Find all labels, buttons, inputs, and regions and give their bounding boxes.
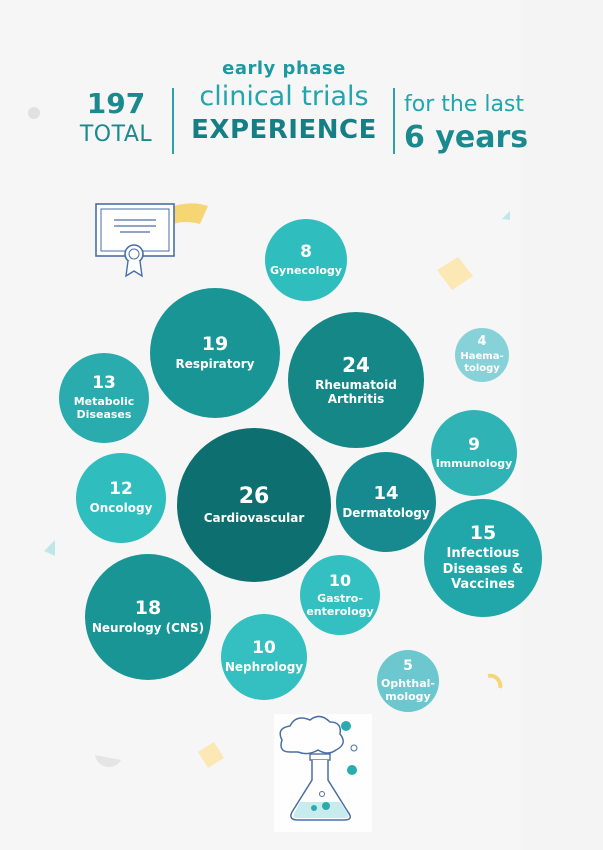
bubble-value: 19: [201, 333, 229, 356]
decor-triangle: [44, 540, 55, 556]
header-divider-left: [172, 88, 174, 154]
header-line-1: early phase: [222, 58, 346, 79]
decor-triangle: [502, 211, 510, 220]
bubble-cardiovascular: 26 Cardiovascular: [177, 428, 331, 582]
header-line-2: clinical trials: [199, 81, 369, 112]
header-divider-right: [393, 88, 395, 154]
years-line-2: 6 years: [404, 120, 529, 155]
flask-icon: [274, 714, 372, 832]
decor-square: [198, 742, 224, 768]
decor-dot: [28, 107, 40, 119]
bubble-ophthal-mology: 5 Ophthal- mology: [377, 650, 439, 712]
bubble-label: Respiratory: [175, 357, 255, 372]
bubble-value: 14: [373, 482, 399, 504]
bubble-value: 13: [92, 373, 116, 394]
years-block: for the last 6 years: [404, 90, 544, 156]
header-line-3: EXPERIENCE: [191, 115, 377, 145]
decor-square: [437, 257, 473, 290]
bubble-gastro-enterology: 10 Gastro- enterology: [300, 555, 380, 635]
bubble-label: Metabolic Diseases: [73, 395, 135, 422]
bubble-label: Gastro- enterology: [306, 591, 374, 618]
bubble-label: Cardiovascular: [203, 510, 305, 525]
header-title-block: early phase clinical trials EXPERIENCE: [180, 58, 388, 146]
bubble-haema-tology: 4 Haema- tology: [455, 328, 509, 382]
bubble-value: 10: [252, 638, 276, 659]
decor-arc: [487, 673, 503, 689]
total-label: TOTAL: [79, 122, 153, 147]
bubble-nephrology: 10 Nephrology: [221, 614, 307, 700]
bubble-value: 4: [477, 333, 487, 349]
decor-strip: [522, 0, 603, 850]
bubble-value: 12: [109, 479, 133, 500]
bubble-label: Ophthal- mology: [381, 676, 435, 703]
decor-half-circle: [95, 755, 121, 768]
bubble-label: Rheumatoid Arthritis: [315, 377, 397, 406]
bubble-respiratory: 19 Respiratory: [150, 288, 280, 418]
bubble-immunology: 9 Immunology: [431, 410, 517, 496]
total-block: 197 TOTAL: [70, 88, 162, 150]
bubble-value: 15: [469, 522, 497, 545]
bubble-value: 9: [468, 435, 480, 456]
bubble-label: Infectious Diseases & Vaccines: [442, 546, 524, 593]
years-line-1: for the last: [404, 92, 525, 117]
bubble-metabolic-diseases: 13 Metabolic Diseases: [59, 353, 149, 443]
bubble-dermatology: 14 Dermatology: [336, 452, 436, 552]
bubble-value: 8: [300, 242, 312, 263]
bubble-value: 10: [328, 571, 352, 591]
bubble-value: 26: [238, 483, 270, 509]
bubble-label: Haema- tology: [460, 351, 504, 375]
certificate-icon: [95, 203, 208, 278]
bubble-label: Oncology: [89, 501, 153, 516]
bubble-rheumatoid-arthritis: 24 Rheumatoid Arthritis: [288, 312, 424, 448]
bubble-label: Neurology (CNS): [91, 621, 205, 636]
bubble-value: 18: [134, 597, 162, 620]
total-value: 197: [86, 87, 146, 120]
bubble-neurology-cns: 18 Neurology (CNS): [85, 554, 211, 680]
bubble-gynecology: 8 Gynecology: [265, 219, 347, 301]
bubble-label: Immunology: [435, 456, 513, 470]
bubble-infectious-diseases-vaccines: 15 Infectious Diseases & Vaccines: [424, 499, 542, 617]
bubble-label: Dermatology: [342, 505, 430, 520]
bubble-value: 24: [342, 352, 370, 377]
bubble-value: 5: [403, 658, 413, 675]
bubble-label: Gynecology: [270, 263, 342, 277]
bubble-label: Nephrology: [224, 660, 304, 675]
bubble-oncology: 12 Oncology: [76, 453, 166, 543]
